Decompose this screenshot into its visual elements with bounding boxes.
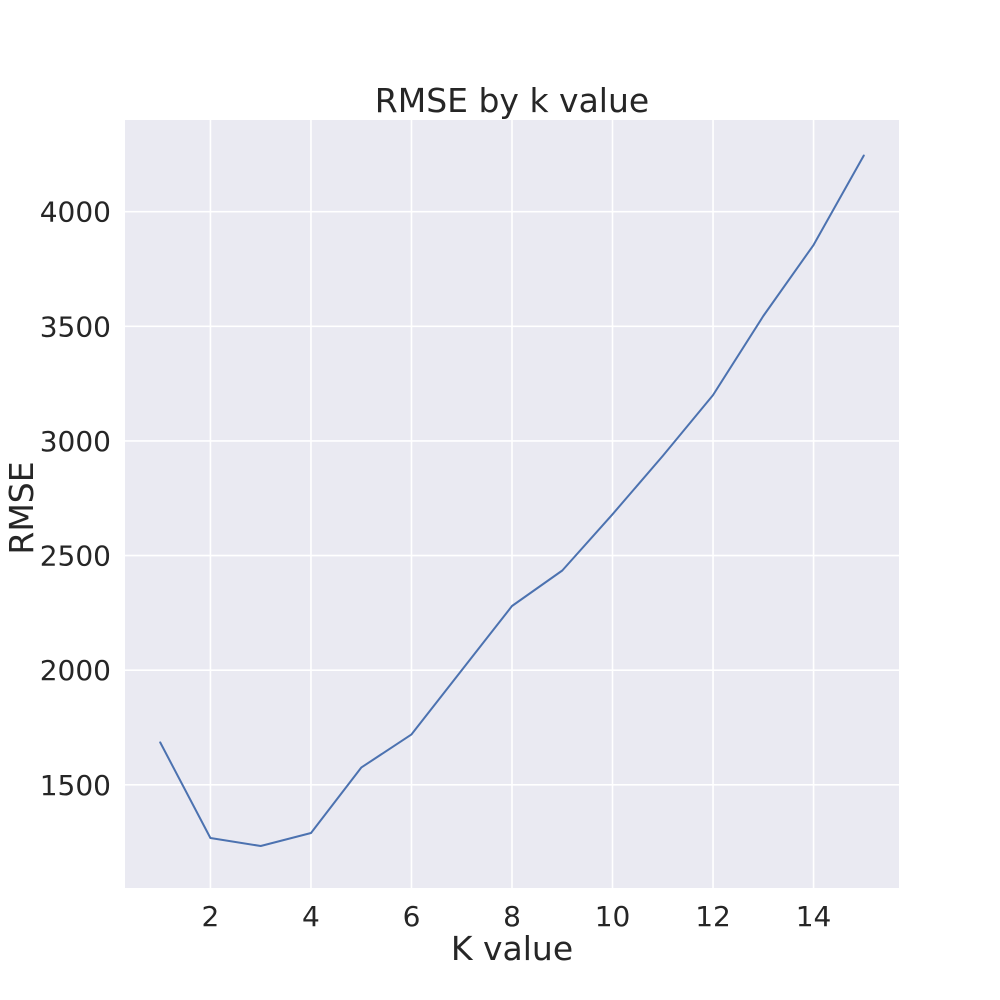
x-tick-label: 10 <box>595 900 631 933</box>
y-tick-label: 2500 <box>40 540 111 573</box>
y-tick-label: 3500 <box>40 310 111 343</box>
x-tick-label: 6 <box>403 900 421 933</box>
x-tick-label: 12 <box>695 900 731 933</box>
x-tick-label: 8 <box>503 900 521 933</box>
chart-title: RMSE by k value <box>375 81 649 120</box>
x-tick-labels: 2 4 6 8 10 12 14 <box>202 900 832 933</box>
y-grid <box>125 210 899 786</box>
y-tick-label: 3000 <box>40 425 111 458</box>
x-tick-label: 2 <box>202 900 220 933</box>
series-layer <box>159 154 865 847</box>
series-line <box>159 154 865 847</box>
x-tick-label: 14 <box>796 900 832 933</box>
y-tick-labels: 1500 2000 2500 3000 3500 4000 <box>40 196 111 802</box>
y-tick-label: 4000 <box>40 196 111 229</box>
x-grid <box>209 120 815 888</box>
x-tick-label: 4 <box>302 900 320 933</box>
y-tick-label: 1500 <box>40 769 111 802</box>
y-axis-title: RMSE <box>2 461 41 554</box>
x-axis-title: K value <box>451 929 573 968</box>
y-tick-label: 2000 <box>40 654 111 687</box>
